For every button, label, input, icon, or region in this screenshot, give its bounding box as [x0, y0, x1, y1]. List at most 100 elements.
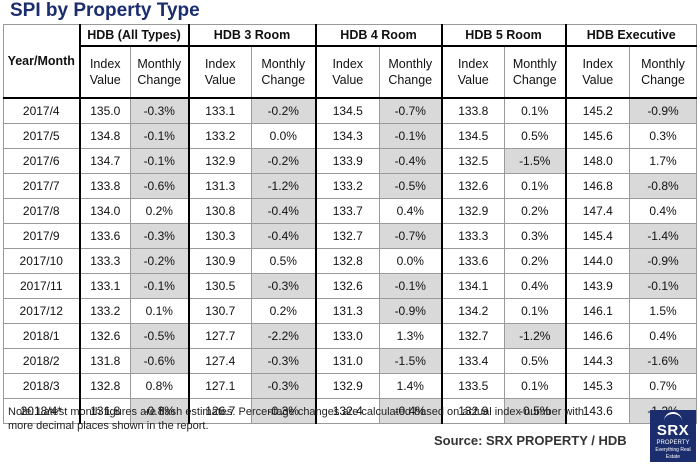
monthly-change-cell: -0.9%	[629, 97, 697, 124]
month-cell: 2017/4	[3, 97, 80, 124]
index-value-cell: 133.3	[440, 223, 505, 249]
monthly-change-cell: 0.5%	[504, 348, 566, 374]
index-value-cell: 127.4	[187, 348, 252, 374]
monthly-change-cell: -1.5%	[504, 148, 566, 174]
group-header-executive: HDB Executive	[564, 24, 697, 47]
monthly-change-cell: -0.8%	[130, 398, 189, 424]
monthly-change-cell: 0.2%	[251, 298, 316, 324]
index-value-cell: 148.0	[564, 148, 630, 174]
index-value-cell: 145.2	[564, 97, 630, 124]
index-value-cell: 143.6	[564, 398, 630, 424]
index-value-cell: 130.8	[187, 198, 252, 224]
index-value-cell: 133.9	[314, 148, 380, 174]
table-row: 2017/10 133.3 -0.2% 130.9 0.5% 132.8 0.0% 133.6…	[3, 248, 697, 274]
index-value-cell: 134.5	[314, 97, 380, 124]
monthly-change-cell: -0.5%	[379, 173, 442, 199]
monthly-change-cell: -1.2%	[504, 323, 566, 349]
subheader-line: Index	[582, 57, 614, 71]
index-value-cell: 132.7	[314, 223, 380, 249]
monthly-change-header: Monthly Change	[251, 45, 316, 99]
index-value-cell: 133.6	[78, 223, 131, 249]
monthly-change-cell: 0.4%	[379, 198, 442, 224]
index-value-cell: 131.3	[314, 298, 380, 324]
subheader-line: Change	[137, 73, 182, 87]
index-value-cell: 127.1	[187, 373, 252, 399]
index-value-cell: 131.8	[78, 398, 131, 424]
monthly-change-cell: -0.3%	[251, 373, 316, 399]
table-row: 2018/1 132.6 -0.5% 127.7 -2.2% 133.0 1.3% 132.7…	[3, 323, 697, 349]
index-value-cell: 133.8	[440, 97, 505, 124]
monthly-change-cell: 0.1%	[504, 373, 566, 399]
monthly-change-cell: 0.1%	[504, 173, 566, 199]
monthly-change-cell: -2.2%	[251, 323, 316, 349]
monthly-change-cell: 0.2%	[504, 248, 566, 274]
monthly-change-cell: 0.3%	[629, 123, 697, 149]
monthly-change-cell: 0.0%	[379, 248, 442, 274]
monthly-change-cell: 0.1%	[130, 298, 189, 324]
monthly-change-cell: -0.9%	[379, 298, 442, 324]
table-row: 2017/11 133.1 -0.1% 130.5 -0.3% 132.6 -0.1% 134…	[3, 273, 697, 299]
index-value-cell: 133.4	[440, 348, 505, 374]
monthly-change-cell: 0.4%	[629, 323, 697, 349]
subheader-line: Index	[89, 57, 121, 71]
logo-tagline: Everything Real Estate	[655, 447, 691, 460]
index-value-cell: 132.9	[440, 398, 505, 424]
index-value-cell: 127.7	[187, 323, 252, 349]
subheader-line: Monthly	[641, 57, 685, 71]
table-row: 2018/2 131.8 -0.6% 127.4 -0.3% 131.0 -1.5% 133.…	[3, 348, 697, 374]
monthly-change-cell: -0.4%	[379, 148, 442, 174]
srx-logo: SRX PROPERTY Everything Real Estate	[650, 410, 696, 462]
table-row: 2018/3 132.8 0.8% 127.1 -0.3% 132.9 1.4% 133.5 0…	[3, 373, 697, 399]
monthly-change-cell: -0.3%	[130, 223, 189, 249]
monthly-change-cell: 1.4%	[379, 373, 442, 399]
monthly-change-cell: 0.5%	[251, 248, 316, 274]
group-header-3-room: HDB 3 Room	[187, 24, 316, 47]
month-cell: 2017/12	[3, 298, 80, 324]
subheader-line: Value	[89, 73, 121, 87]
monthly-change-cell: 0.8%	[130, 373, 189, 399]
index-value-header: Index Value	[78, 45, 131, 99]
index-value-cell: 133.2	[78, 298, 131, 324]
monthly-change-cell: -1.4%	[629, 223, 697, 249]
subheader-line: Change	[261, 73, 306, 87]
monthly-change-cell: 1.7%	[629, 148, 697, 174]
group-header-5-room: HDB 5 Room	[440, 24, 566, 47]
index-value-cell: 133.2	[187, 123, 252, 149]
monthly-change-cell: -0.1%	[130, 123, 189, 149]
group-header-4-room: HDB 4 Room	[314, 24, 442, 47]
subheader-line: Index	[457, 57, 489, 71]
index-value-cell: 133.1	[78, 273, 131, 299]
monthly-change-cell: 0.1%	[504, 298, 566, 324]
index-value-cell: 133.2	[314, 173, 380, 199]
monthly-change-cell: -0.5%	[130, 323, 189, 349]
monthly-change-cell: -0.4%	[251, 223, 316, 249]
index-value-cell: 147.4	[564, 198, 630, 224]
page-title: SPI by Property Type	[10, 0, 200, 21]
month-cell: 2017/8	[3, 198, 80, 224]
monthly-change-cell: -0.1%	[130, 148, 189, 174]
monthly-change-cell: -0.2%	[251, 97, 316, 124]
index-value-cell: 131.3	[187, 173, 252, 199]
index-value-cell: 130.5	[187, 273, 252, 299]
monthly-change-cell: -1.5%	[379, 348, 442, 374]
subheader-line: Change	[512, 73, 557, 87]
subheader-line: Change	[641, 73, 685, 87]
index-value-cell: 145.4	[564, 223, 630, 249]
monthly-change-cell: 0.0%	[251, 123, 316, 149]
subheader-line: Value	[582, 73, 614, 87]
index-value-cell: 146.8	[564, 173, 630, 199]
index-value-cell: 132.8	[78, 373, 131, 399]
subheader-line: Monthly	[261, 57, 306, 71]
monthly-change-cell: 0.2%	[130, 198, 189, 224]
table-row: 2017/12 133.2 0.1% 130.7 0.2% 131.3 -0.9% 134.2…	[3, 298, 697, 324]
monthly-change-cell: 0.3%	[504, 223, 566, 249]
monthly-change-header: Monthly Change	[130, 45, 189, 99]
month-cell: 2017/9	[3, 223, 80, 249]
index-value-cell: 130.9	[187, 248, 252, 274]
index-value-cell: 132.6	[440, 173, 505, 199]
index-value-cell: 133.5	[440, 373, 505, 399]
index-value-cell: 134.0	[78, 198, 131, 224]
year-month-header: Year/Month	[3, 24, 80, 99]
index-value-cell: 144.3	[564, 348, 630, 374]
month-cell: 2017/7	[3, 173, 80, 199]
